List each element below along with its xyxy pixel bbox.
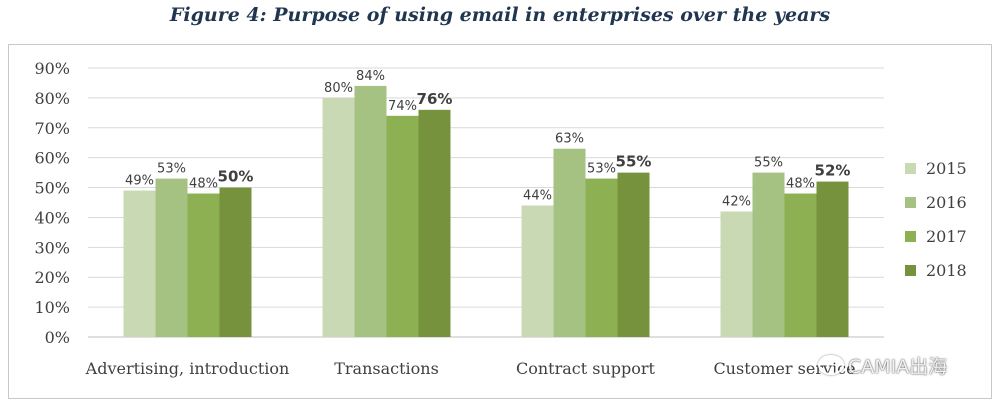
y-tick-label: 60% <box>34 149 70 168</box>
y-tick-label: 30% <box>34 238 70 257</box>
wechat-icon <box>818 355 844 375</box>
bar <box>720 211 753 337</box>
bar <box>816 181 849 337</box>
y-tick-label: 50% <box>34 179 70 198</box>
watermark: CAMIA出海 <box>818 352 947 379</box>
y-tick-label: 10% <box>34 298 70 317</box>
data-label: 49% <box>125 174 154 189</box>
bar <box>553 148 586 337</box>
bar <box>155 178 188 337</box>
y-tick-label: 40% <box>34 208 70 227</box>
data-label: 53% <box>587 162 616 177</box>
bar <box>521 205 554 337</box>
legend-label: 2017 <box>926 227 967 246</box>
y-tick-label: 0% <box>45 328 70 347</box>
bar <box>354 85 387 337</box>
bar <box>784 193 817 337</box>
data-label: 74% <box>388 99 417 114</box>
bar <box>187 193 220 337</box>
x-category-label: Transactions <box>334 359 439 378</box>
legend-swatch <box>905 163 916 174</box>
bar <box>617 172 650 337</box>
data-label: 80% <box>324 81 353 96</box>
bar <box>123 190 156 337</box>
x-category-label: Advertising, introduction <box>85 359 290 378</box>
bar <box>585 178 618 337</box>
legend-label: 2018 <box>926 261 967 280</box>
data-label: 53% <box>157 162 186 177</box>
data-label: 55% <box>616 153 652 171</box>
data-label: 42% <box>722 194 751 209</box>
data-label: 63% <box>555 132 584 147</box>
bar <box>418 109 451 337</box>
bar <box>386 115 419 337</box>
data-label: 44% <box>523 188 552 203</box>
data-label: 55% <box>754 156 783 171</box>
chart-frame <box>8 44 992 399</box>
data-label: 48% <box>189 177 218 192</box>
legend-swatch <box>905 265 916 276</box>
watermark-text: CAMIA出海 <box>848 356 948 378</box>
x-category-label: Contract support <box>516 359 656 378</box>
bar <box>752 172 785 337</box>
y-tick-label: 80% <box>34 89 70 108</box>
legend-swatch <box>905 231 916 242</box>
data-label: 84% <box>356 69 385 84</box>
legend-label: 2015 <box>926 159 967 178</box>
legend-label: 2016 <box>926 193 967 212</box>
y-tick-label: 20% <box>34 268 70 287</box>
bar <box>219 187 252 337</box>
y-tick-label: 90% <box>34 59 70 78</box>
data-label: 52% <box>815 162 851 180</box>
y-tick-label: 70% <box>34 119 70 138</box>
legend-swatch <box>905 197 916 208</box>
data-label: 48% <box>786 177 815 192</box>
data-label: 76% <box>417 90 453 108</box>
bar <box>322 97 355 337</box>
data-label: 50% <box>218 168 254 186</box>
chart-title: Figure 4: Purpose of using email in ente… <box>169 4 831 26</box>
